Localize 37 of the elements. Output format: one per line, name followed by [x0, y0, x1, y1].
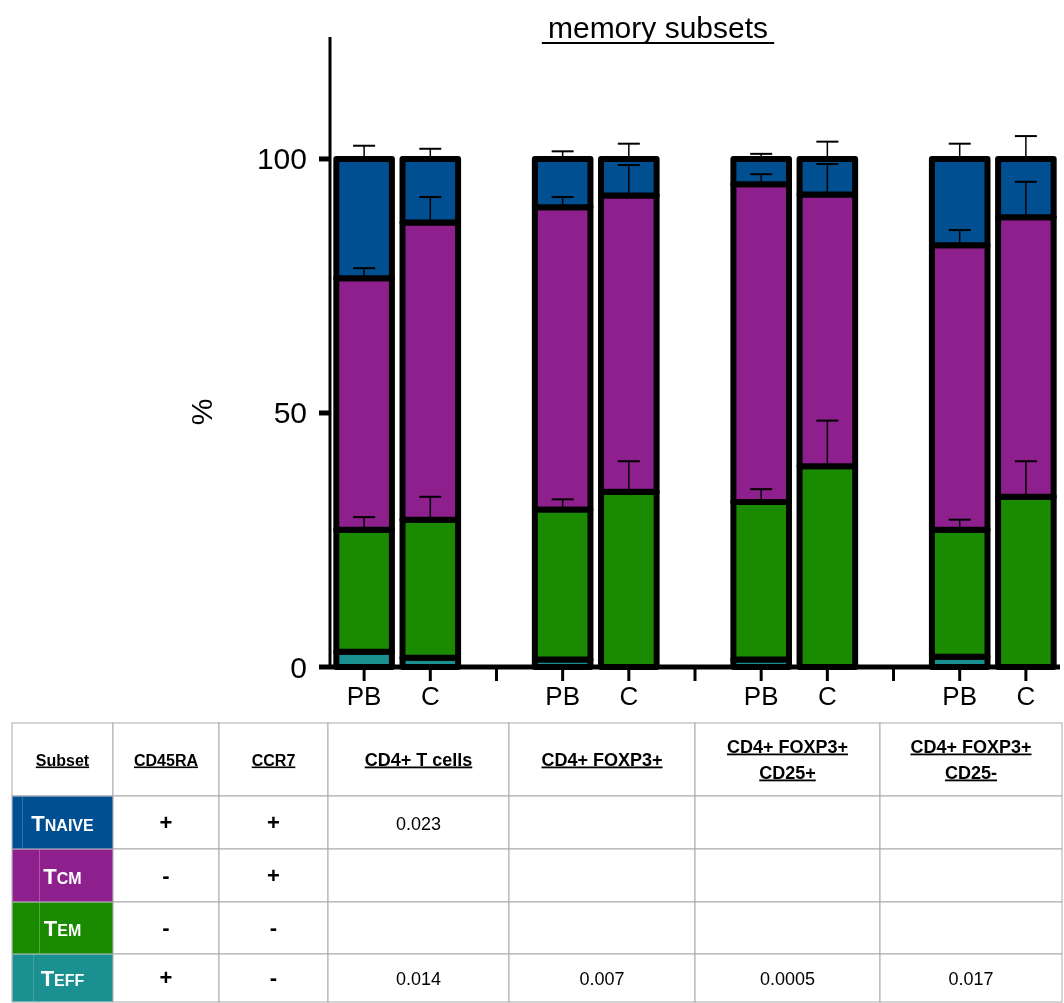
x-tick-label: PB [545, 681, 580, 711]
text: - [269, 915, 278, 940]
text: CD4+ T cells [364, 749, 473, 770]
text: CD45RA [133, 751, 199, 769]
y-tick-label: 0 [290, 650, 307, 684]
text: 0.017 [948, 969, 994, 989]
y-axis-title: % [185, 398, 218, 426]
x-tick-label: C [420, 681, 440, 711]
legend-label: TEFF [40, 966, 85, 991]
chart-title: memory subsets [547, 11, 769, 44]
text: + [159, 965, 173, 990]
text: + [159, 809, 173, 835]
text: - [269, 965, 278, 990]
text: 0.014 [395, 969, 442, 989]
y-tick-label: 100 [256, 142, 307, 176]
text: CD4+ FOXP3+ CD25+ [726, 736, 849, 783]
text: 0.023 [395, 813, 442, 834]
legend-label: TCM [43, 863, 82, 889]
x-tick-label: C [619, 681, 639, 711]
text: Subset [35, 751, 90, 769]
text: 0.0005 [759, 969, 816, 989]
text: CD4+ FOXP3+ CD25- [910, 736, 1032, 783]
x-tick-label: C [1016, 681, 1036, 711]
x-tick-label: PB [346, 681, 382, 711]
text: + [267, 809, 280, 835]
text: 0.007 [579, 969, 625, 989]
y-tick-label: 50 [273, 396, 307, 430]
text: CCR7 [251, 751, 296, 769]
x-tick-label: C [817, 681, 837, 711]
text: + [267, 862, 280, 888]
x-tick-label: PB [942, 681, 978, 711]
legend-label: TEM [43, 916, 82, 941]
x-tick-label: PB [743, 681, 779, 711]
legend-label: TNAIVE [31, 810, 94, 836]
text: CD4+ FOXP3+ [541, 749, 663, 770]
text: - [162, 915, 170, 940]
text: - [162, 862, 170, 888]
